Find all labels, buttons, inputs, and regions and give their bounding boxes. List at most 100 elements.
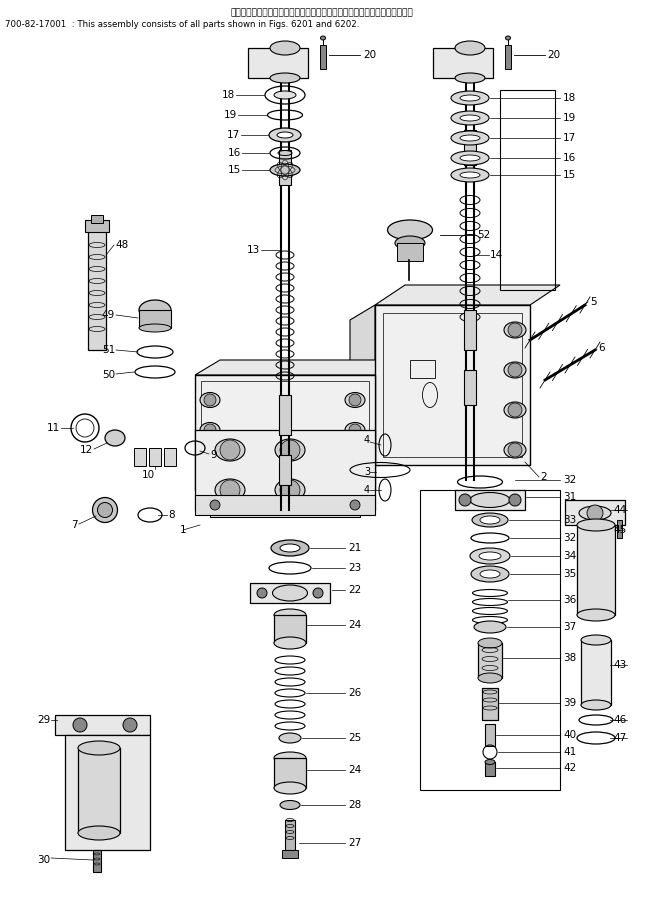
Text: 4: 4 xyxy=(364,485,370,495)
Circle shape xyxy=(220,480,240,500)
Text: 45: 45 xyxy=(613,525,626,535)
Text: 42: 42 xyxy=(563,763,576,773)
Ellipse shape xyxy=(271,540,309,556)
Circle shape xyxy=(313,588,323,598)
Bar xyxy=(55,715,150,735)
Ellipse shape xyxy=(474,621,506,633)
Bar xyxy=(91,215,103,223)
Ellipse shape xyxy=(455,41,485,55)
Ellipse shape xyxy=(272,585,308,601)
Ellipse shape xyxy=(270,41,300,55)
Bar xyxy=(410,360,435,378)
Ellipse shape xyxy=(451,151,489,165)
Circle shape xyxy=(508,403,522,417)
Text: 25: 25 xyxy=(348,733,361,743)
Bar xyxy=(320,45,326,69)
Bar xyxy=(78,748,120,833)
Circle shape xyxy=(280,440,300,460)
Ellipse shape xyxy=(279,733,301,743)
Text: 22: 22 xyxy=(348,585,361,595)
Circle shape xyxy=(349,424,361,436)
Bar xyxy=(210,505,360,517)
Polygon shape xyxy=(350,305,375,480)
Text: 28: 28 xyxy=(348,800,361,810)
Bar xyxy=(274,615,306,643)
Text: 18: 18 xyxy=(222,90,235,100)
Ellipse shape xyxy=(274,91,296,99)
Text: 13: 13 xyxy=(247,245,260,255)
Ellipse shape xyxy=(92,497,117,522)
Ellipse shape xyxy=(460,135,480,141)
Text: 36: 36 xyxy=(563,595,576,605)
Ellipse shape xyxy=(78,826,120,840)
Ellipse shape xyxy=(451,111,489,125)
Ellipse shape xyxy=(504,362,526,378)
Bar xyxy=(164,448,176,466)
Text: このアセンブリの構成部品は第６２０１図および第６２０２図を含みます；: このアセンブリの構成部品は第６２０１図および第６２０２図を含みます； xyxy=(231,8,413,17)
Circle shape xyxy=(508,443,522,457)
Ellipse shape xyxy=(470,548,510,564)
Ellipse shape xyxy=(345,393,365,407)
Text: 33: 33 xyxy=(563,515,576,525)
Ellipse shape xyxy=(270,164,300,176)
Ellipse shape xyxy=(506,36,510,40)
Bar xyxy=(375,305,530,465)
Text: 1: 1 xyxy=(180,525,186,535)
Ellipse shape xyxy=(280,544,300,552)
Circle shape xyxy=(349,454,361,466)
Text: 44: 44 xyxy=(613,505,626,515)
Text: 5: 5 xyxy=(590,297,597,307)
Text: 21: 21 xyxy=(348,543,361,553)
Bar xyxy=(420,490,560,790)
Bar xyxy=(149,448,161,466)
Ellipse shape xyxy=(200,393,220,407)
Ellipse shape xyxy=(460,172,480,178)
Ellipse shape xyxy=(480,570,500,578)
Text: 9: 9 xyxy=(210,450,217,460)
Text: 14: 14 xyxy=(490,250,503,260)
Ellipse shape xyxy=(215,479,245,501)
Bar xyxy=(248,48,308,78)
Circle shape xyxy=(509,494,521,506)
Ellipse shape xyxy=(577,609,615,621)
Text: 46: 46 xyxy=(613,715,626,725)
Bar xyxy=(93,850,101,872)
Ellipse shape xyxy=(451,91,489,105)
Text: 32: 32 xyxy=(563,533,576,543)
Ellipse shape xyxy=(460,115,480,121)
Ellipse shape xyxy=(472,513,508,527)
Polygon shape xyxy=(375,285,560,305)
Ellipse shape xyxy=(200,423,220,438)
Ellipse shape xyxy=(275,439,305,461)
Circle shape xyxy=(257,588,267,598)
Polygon shape xyxy=(375,375,385,465)
Text: 18: 18 xyxy=(563,93,576,103)
Text: 8: 8 xyxy=(168,510,175,520)
Text: 24: 24 xyxy=(348,765,361,775)
Bar xyxy=(565,500,625,525)
Ellipse shape xyxy=(97,503,112,518)
Text: 35: 35 xyxy=(563,569,576,579)
Ellipse shape xyxy=(485,760,495,764)
Bar xyxy=(505,45,511,69)
Ellipse shape xyxy=(478,673,502,683)
Ellipse shape xyxy=(451,168,489,182)
Ellipse shape xyxy=(479,552,501,560)
Text: 10: 10 xyxy=(141,470,155,480)
Circle shape xyxy=(508,363,522,377)
Ellipse shape xyxy=(470,493,510,508)
Text: 32: 32 xyxy=(563,475,576,485)
Text: 16: 16 xyxy=(563,153,576,163)
Bar xyxy=(65,735,150,850)
Ellipse shape xyxy=(274,609,306,621)
Circle shape xyxy=(459,494,471,506)
Circle shape xyxy=(204,454,216,466)
Bar xyxy=(85,220,109,232)
Text: 2: 2 xyxy=(540,472,546,482)
Text: 43: 43 xyxy=(613,660,626,670)
Ellipse shape xyxy=(274,752,306,764)
Circle shape xyxy=(123,718,137,732)
Ellipse shape xyxy=(274,782,306,794)
Ellipse shape xyxy=(280,800,300,809)
Circle shape xyxy=(349,394,361,406)
